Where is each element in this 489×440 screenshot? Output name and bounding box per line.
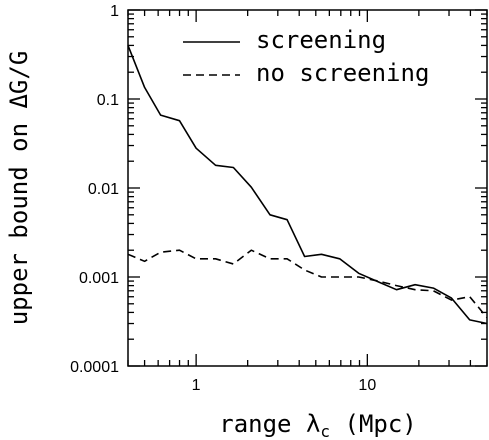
- ticks: [127, 9, 488, 367]
- x-axis-title-unit: (Mpc): [330, 410, 417, 438]
- y-tick-label: 0.001: [79, 270, 119, 287]
- legend-label-no-screening: no screening: [256, 59, 429, 87]
- x-axis-title: range λc (Mpc): [219, 410, 417, 440]
- legend-label-screening: screening: [256, 26, 386, 54]
- series-lines: [127, 45, 488, 325]
- x-axis-title-main: range λ: [219, 410, 320, 438]
- x-tick-label: 10: [358, 377, 376, 394]
- tick-labels: 1 10 0.0001 0.001 0.01 0.1 1: [70, 3, 376, 394]
- series-line-screening: [127, 45, 488, 325]
- legend: screening no screening: [183, 26, 429, 87]
- series-line-no-screening: [127, 249, 488, 319]
- x-tick-label: 1: [192, 377, 201, 394]
- y-axis-title: upper bound on ΔG/G: [5, 51, 33, 326]
- x-axis-title-subscript: c: [320, 422, 330, 440]
- y-tick-label: 0.1: [97, 92, 119, 109]
- y-tick-label: 0.01: [88, 181, 119, 198]
- y-tick-label: 1: [110, 3, 119, 20]
- y-tick-label: 0.0001: [70, 359, 119, 376]
